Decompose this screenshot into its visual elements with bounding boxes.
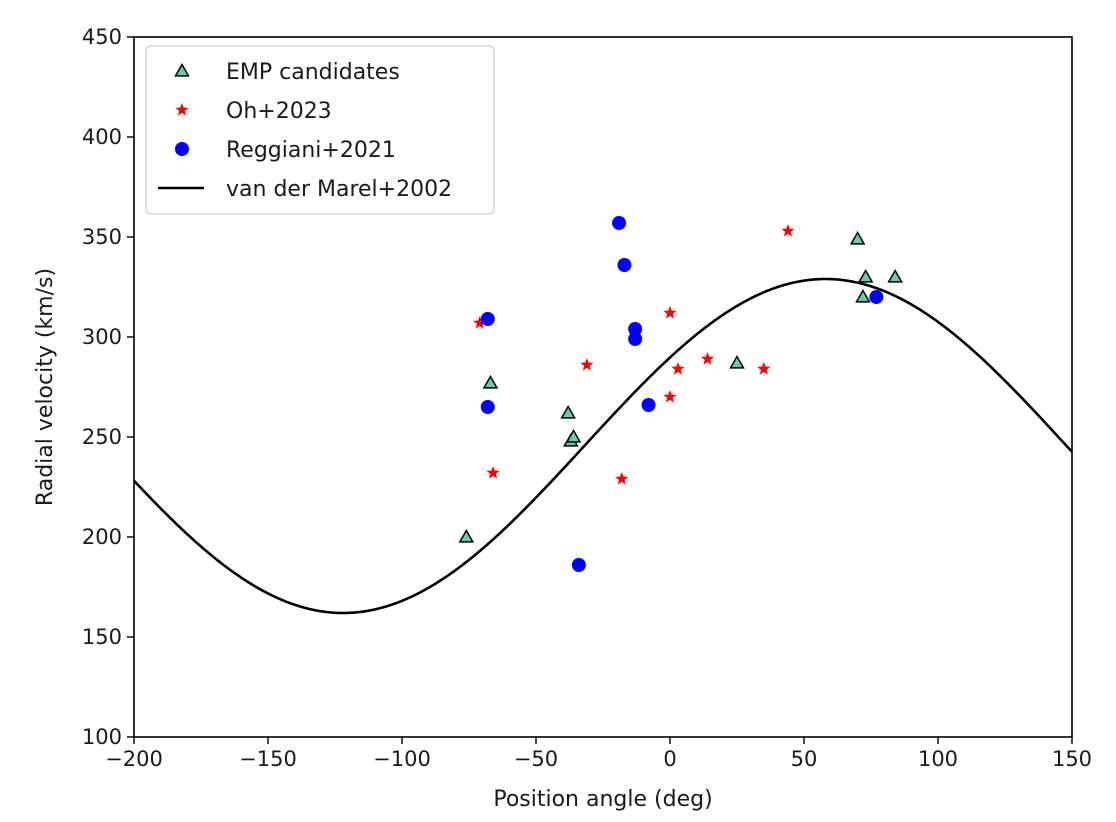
x-axis-label: Position angle (deg) <box>493 787 712 812</box>
y-tick-label: 250 <box>82 425 122 449</box>
point-emp-candidates <box>565 428 582 443</box>
legend-label-van-der-marel-2002: van der Marel+2002 <box>226 177 452 202</box>
x-tick-label: 100 <box>918 747 958 771</box>
point-reggiani-2021 <box>480 312 495 326</box>
point-oh-2023 <box>700 352 715 365</box>
legend-swatch-oh-2023 <box>175 103 189 116</box>
y-axis-label: Radial velocity (km/s) <box>33 268 58 506</box>
point-emp-candidates <box>482 374 499 389</box>
point-reggiani-2021 <box>628 322 643 336</box>
y-tick-label: 450 <box>82 25 122 49</box>
point-oh-2023 <box>615 472 629 485</box>
point-oh-2023 <box>663 306 677 319</box>
y-tick-label: 350 <box>82 225 122 249</box>
point-oh-2023 <box>671 362 685 375</box>
point-oh-2023 <box>757 362 771 375</box>
x-tick-label: 50 <box>791 747 818 771</box>
point-emp-candidates <box>857 268 874 283</box>
legend-label-reggiani-2021: Reggiani+2021 <box>226 138 396 163</box>
point-emp-candidates <box>849 230 866 245</box>
point-reggiani-2021 <box>641 398 656 412</box>
legend-swatch-reggiani-2021 <box>175 142 189 156</box>
x-tick-label: −50 <box>514 747 558 771</box>
point-reggiani-2021 <box>628 332 643 346</box>
point-oh-2023 <box>663 390 677 403</box>
legend-box <box>145 45 495 215</box>
point-reggiani-2021 <box>480 400 495 414</box>
y-tick-label: 300 <box>82 325 122 349</box>
point-oh-2023 <box>473 316 487 329</box>
axes-frame <box>133 36 1073 738</box>
point-reggiani-2021 <box>612 216 627 230</box>
legend-swatch-emp-candidates <box>174 62 190 77</box>
point-oh-2023 <box>486 466 500 479</box>
legend: EMP candidates Oh+2023 Reggiani+2021 van de… <box>145 45 495 215</box>
x-tick-label: −200 <box>105 747 163 771</box>
point-reggiani-2021 <box>617 258 632 272</box>
x-tick-label: 150 <box>1052 747 1092 771</box>
legend-label-oh-2023: Oh+2023 <box>226 99 332 124</box>
point-emp-candidates <box>855 288 871 303</box>
point-oh-2023 <box>580 358 594 371</box>
point-emp-candidates <box>560 404 576 419</box>
point-emp-candidates <box>729 354 745 369</box>
x-tick-label: −150 <box>239 747 297 771</box>
x-tick-label: −100 <box>373 747 431 771</box>
y-tick-label: 150 <box>82 625 122 649</box>
y-tick-label: 400 <box>82 125 122 149</box>
y-tick-label: 100 <box>82 725 122 749</box>
model-curve-van-der-marel-2002 <box>134 277 1072 615</box>
y-tick-label: 200 <box>82 525 122 549</box>
legend-label-emp-candidates: EMP candidates <box>226 60 400 85</box>
x-tick-label: 0 <box>663 747 676 771</box>
point-emp-candidates <box>458 528 475 543</box>
point-oh-2023 <box>781 224 795 237</box>
point-reggiani-2021 <box>869 290 884 304</box>
point-reggiani-2021 <box>571 558 586 572</box>
point-emp-candidates <box>887 268 903 283</box>
